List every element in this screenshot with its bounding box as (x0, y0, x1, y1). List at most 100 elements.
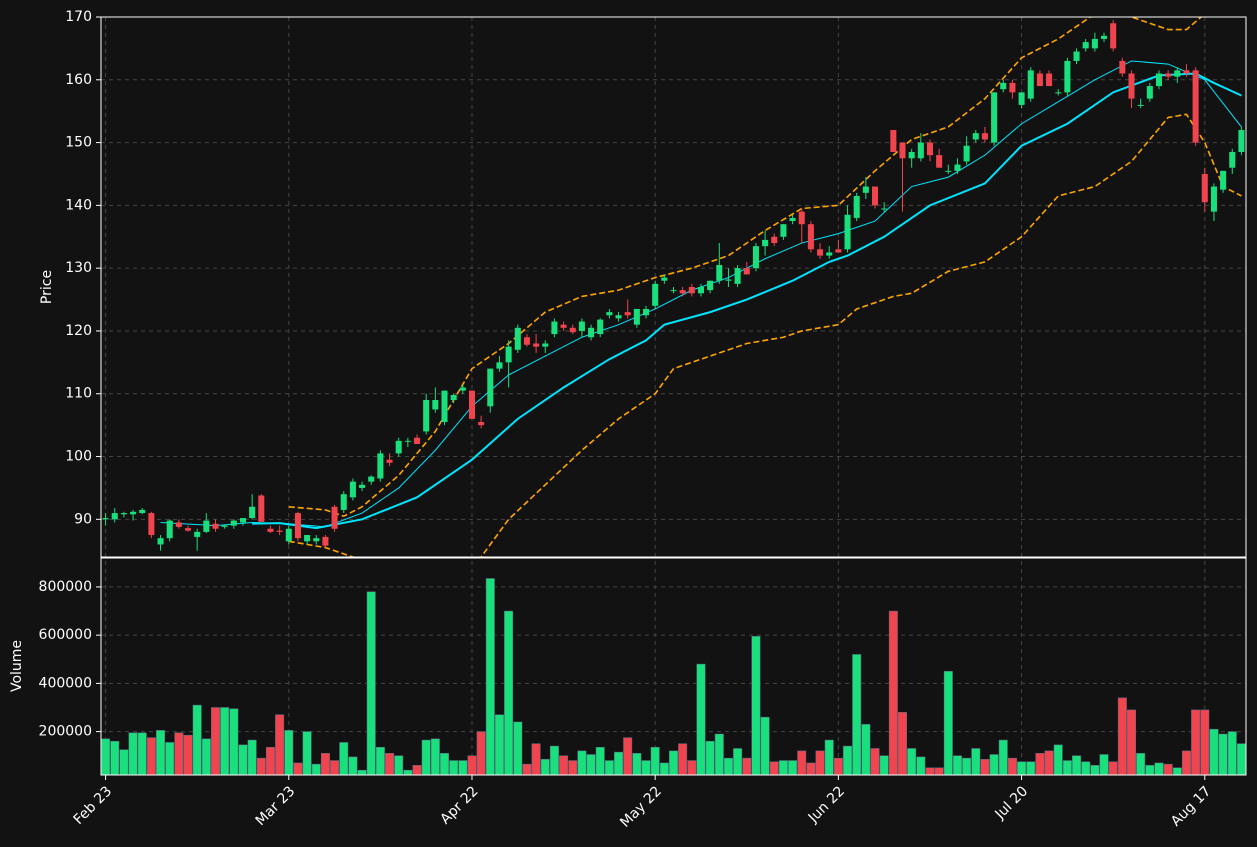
volume-bar (156, 730, 166, 776)
candle-body (1055, 92, 1062, 94)
candle-body (258, 495, 265, 522)
candle-body (578, 321, 585, 331)
volume-bar (907, 748, 917, 776)
candle-body (642, 308, 650, 316)
volume-tick-label: 600000 (39, 627, 92, 643)
candle-body (588, 327, 595, 338)
candle-body (652, 283, 659, 306)
volume-bar (1181, 750, 1191, 776)
volume-bar (119, 749, 129, 776)
y-tick-label: 130 (65, 260, 92, 276)
volume-tick-label: 200000 (39, 724, 92, 740)
candle-body (102, 518, 109, 520)
candle-body (1192, 70, 1199, 143)
volume-bar (705, 740, 715, 776)
volume-bar (137, 732, 147, 776)
volume-bar (549, 745, 559, 776)
candle-body (1082, 42, 1089, 49)
candle-body (239, 518, 247, 523)
candle-body (945, 170, 952, 172)
volume-bar (1163, 763, 1173, 776)
candle-body (1229, 152, 1236, 168)
volume-bar (769, 761, 779, 776)
candle-body (1137, 104, 1144, 106)
y-axis-label: Price (39, 270, 55, 304)
volume-bar (943, 671, 953, 776)
volume-bar (440, 753, 449, 776)
candle-body (423, 400, 430, 432)
candle-body (569, 327, 576, 333)
volume-bar (238, 744, 248, 776)
candle-body (1146, 86, 1153, 99)
volume-bar (1136, 753, 1146, 776)
candle-body (1210, 186, 1217, 212)
volume-bar (614, 751, 624, 776)
candle-body (194, 531, 201, 537)
candle-body (743, 268, 750, 275)
candle-body (798, 211, 805, 225)
volume-bar (1099, 754, 1109, 776)
candle-body (349, 481, 356, 498)
volume-bar (833, 757, 843, 776)
y-tick-label: 160 (65, 72, 92, 88)
candle-body (478, 422, 485, 426)
volume-bar (211, 707, 220, 776)
candle-body (1091, 38, 1098, 49)
volume-bar (687, 760, 697, 776)
candle-body (1119, 60, 1126, 74)
volume-bar (201, 738, 211, 776)
candle-body (184, 528, 192, 531)
candle-body (441, 390, 448, 422)
candle-body (826, 252, 833, 256)
candle-body (359, 484, 366, 488)
volume-bar (485, 578, 495, 776)
volume-bar (669, 750, 678, 776)
volume-bar (220, 707, 230, 776)
candle-body (1036, 73, 1043, 87)
volume-bar (101, 738, 111, 776)
candle-body (230, 520, 237, 526)
volume-axis-label: Volume (9, 640, 25, 692)
volume-bar (989, 754, 999, 776)
candle-body (542, 343, 549, 347)
candle-body (395, 440, 402, 454)
candle-body (203, 520, 210, 532)
volume-bar (852, 654, 862, 776)
volume-bar (1017, 761, 1027, 776)
y-tick-label: 170 (65, 9, 92, 25)
candle-body (908, 152, 915, 159)
volume-bar (531, 743, 541, 776)
volume-bar (586, 754, 596, 776)
candle-body (1220, 170, 1227, 190)
volume-bar (604, 760, 614, 776)
volume-bar (522, 763, 532, 776)
volume-bar (1209, 728, 1219, 776)
y-tick-label: 120 (65, 323, 92, 339)
candle-body (697, 287, 705, 294)
volume-bar (385, 753, 395, 776)
volume-bar (751, 636, 761, 776)
volume-bar (1062, 760, 1072, 776)
volume-bar (1191, 709, 1201, 776)
candle-body (322, 536, 329, 546)
candle-body (707, 280, 714, 291)
volume-bar (1090, 765, 1100, 776)
volume-bar (898, 712, 907, 776)
volume-bar (449, 760, 459, 776)
volume-bar (742, 757, 752, 776)
volume-bar (641, 760, 651, 776)
candle-body (936, 155, 943, 168)
volume-bar (504, 610, 514, 776)
candle-body (468, 390, 476, 419)
candle-body (560, 324, 567, 328)
candle-body (1000, 82, 1007, 90)
candle-body (1009, 82, 1016, 93)
volume-bar (916, 756, 926, 776)
volume-bar (1007, 757, 1017, 776)
overlay-line (288, 17, 1203, 518)
volume-bar (165, 742, 175, 776)
volume-bar (357, 769, 367, 776)
